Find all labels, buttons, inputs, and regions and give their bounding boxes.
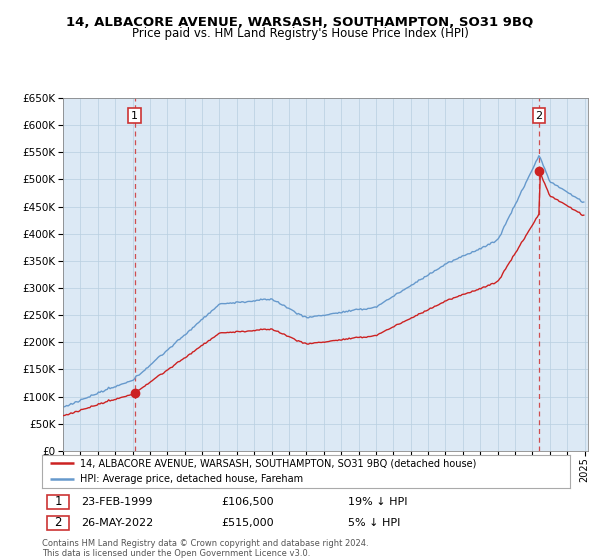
Text: HPI: Average price, detached house, Fareham: HPI: Average price, detached house, Fare…: [80, 474, 303, 484]
Text: Price paid vs. HM Land Registry's House Price Index (HPI): Price paid vs. HM Land Registry's House …: [131, 27, 469, 40]
Text: 5% ↓ HPI: 5% ↓ HPI: [348, 517, 401, 528]
Text: 23-FEB-1999: 23-FEB-1999: [82, 497, 153, 507]
Text: 1: 1: [55, 495, 62, 508]
Text: 19% ↓ HPI: 19% ↓ HPI: [348, 497, 408, 507]
Text: 14, ALBACORE AVENUE, WARSASH, SOUTHAMPTON, SO31 9BQ (detached house): 14, ALBACORE AVENUE, WARSASH, SOUTHAMPTO…: [80, 458, 476, 468]
Text: £515,000: £515,000: [221, 517, 274, 528]
Text: Contains HM Land Registry data © Crown copyright and database right 2024.
This d: Contains HM Land Registry data © Crown c…: [42, 539, 368, 558]
Text: £106,500: £106,500: [221, 497, 274, 507]
FancyBboxPatch shape: [47, 494, 70, 508]
Text: 1: 1: [131, 111, 138, 120]
Text: 26-MAY-2022: 26-MAY-2022: [82, 517, 154, 528]
Text: 2: 2: [535, 111, 542, 120]
FancyBboxPatch shape: [47, 516, 70, 530]
Text: 2: 2: [55, 516, 62, 529]
Text: 14, ALBACORE AVENUE, WARSASH, SOUTHAMPTON, SO31 9BQ: 14, ALBACORE AVENUE, WARSASH, SOUTHAMPTO…: [67, 16, 533, 29]
